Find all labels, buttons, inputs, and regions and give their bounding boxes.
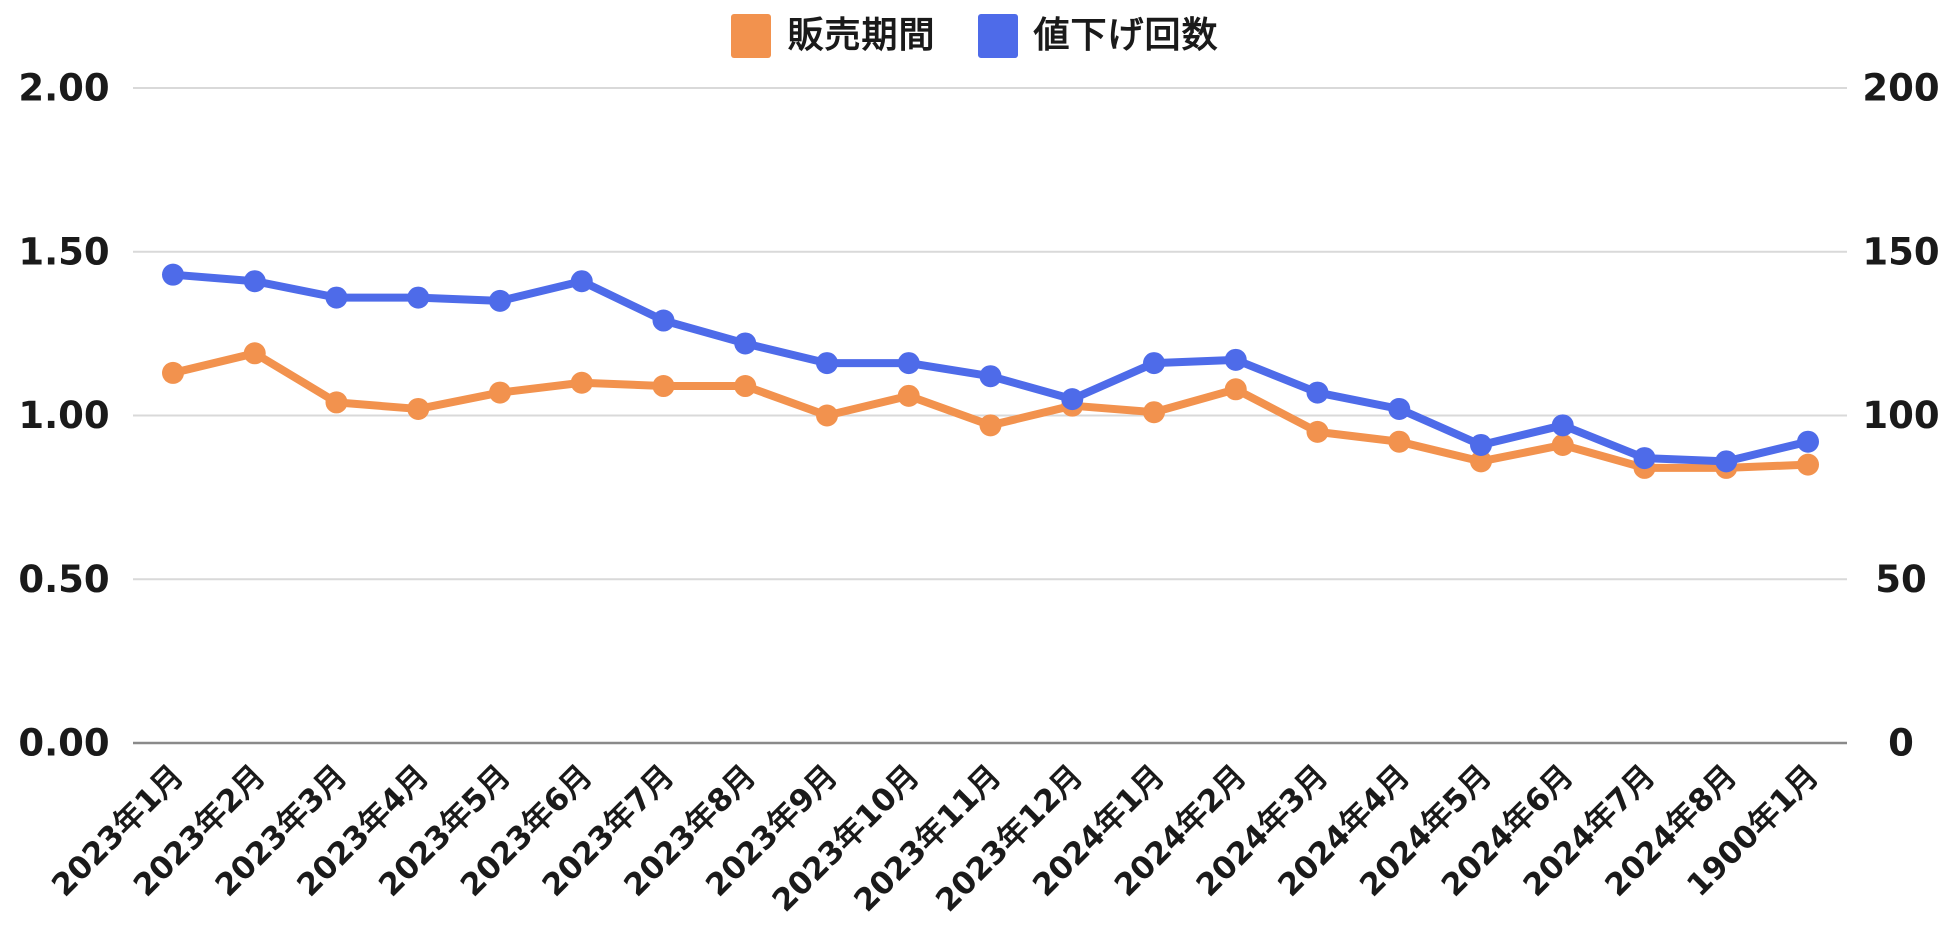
data-point: [1470, 433, 1492, 456]
data-point: [1306, 381, 1329, 404]
data-point: [734, 375, 757, 398]
data-point: [407, 286, 430, 309]
data-point: [652, 375, 675, 398]
data-point: [570, 371, 593, 394]
right-axis-tick: 150: [1862, 230, 1939, 273]
left-axis-tick: 2.00: [18, 67, 109, 110]
data-point: [489, 289, 511, 312]
right-axis-tick: 100: [1862, 394, 1939, 437]
legend-label-sales-period: 販売期間: [787, 15, 936, 56]
series-sales-period: [162, 342, 1819, 479]
data-point: [243, 342, 266, 365]
data-point: [897, 384, 920, 407]
orange-square-swatch: [731, 14, 772, 58]
data-point: [162, 361, 184, 384]
data-point: [1715, 450, 1738, 473]
data-point: [570, 270, 593, 293]
data-point: [979, 365, 1002, 388]
data-point: [816, 352, 838, 375]
data-point: [1143, 352, 1165, 375]
data-point: [1143, 401, 1165, 424]
data-point: [325, 391, 348, 414]
data-point: [979, 414, 1002, 437]
data-point: [734, 332, 757, 355]
data-point: [897, 352, 920, 375]
series-markdown-count: [162, 263, 1819, 473]
data-point: [243, 270, 266, 293]
left-axis-tick: 1.50: [18, 230, 109, 273]
legend-item-sales-period[interactable]: 販売期間: [731, 14, 935, 58]
left-axis-tick: 0.00: [18, 722, 109, 765]
data-point: [1306, 420, 1329, 443]
x-axis-labels: 2023年1月2023年2月2023年3月2023年4月2023年5月2023年…: [45, 758, 1826, 919]
data-point: [407, 397, 430, 420]
axis-tick-labels: 2.00 200 1.50 150 1.00 100 0.50 50 0.00 0: [18, 67, 1939, 765]
data-point: [1388, 430, 1411, 453]
left-axis-tick: 1.00: [18, 394, 109, 437]
right-axis-tick: 200: [1862, 67, 1939, 110]
data-point: [1224, 378, 1247, 401]
data-point: [325, 286, 348, 309]
data-point: [1388, 397, 1411, 420]
data-point: [1797, 430, 1819, 453]
data-point: [1551, 414, 1574, 437]
right-axis-tick: 0: [1888, 722, 1914, 765]
left-axis-tick: 0.50: [18, 558, 109, 601]
data-point: [1551, 433, 1574, 456]
data-point: [1224, 348, 1247, 371]
data-point: [652, 309, 675, 332]
right-axis-tick: 50: [1875, 558, 1927, 601]
data-point: [1470, 450, 1492, 473]
data-point: [489, 381, 511, 404]
data-point: [1633, 447, 1656, 470]
legend-label-markdown-count: 値下げ回数: [1033, 15, 1219, 56]
data-point: [1797, 453, 1819, 476]
legend-item-markdown-count[interactable]: 値下げ回数: [977, 14, 1219, 58]
data-point: [816, 404, 838, 427]
blue-square-swatch: [977, 14, 1018, 58]
data-point: [1061, 388, 1084, 411]
data-point: [162, 263, 184, 286]
chart-legend: 販売期間 値下げ回数: [0, 14, 1950, 58]
